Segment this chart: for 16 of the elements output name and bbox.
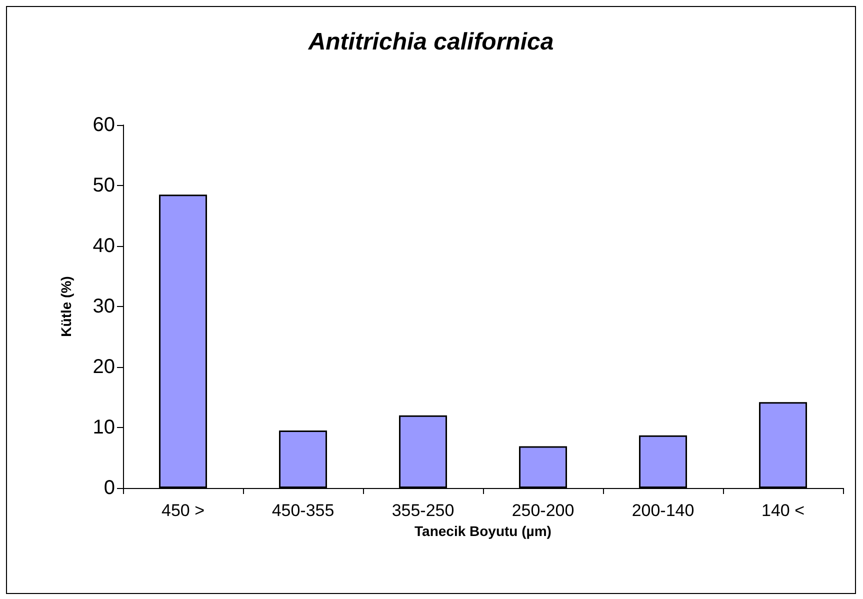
x-tick-label: 450 > xyxy=(161,501,205,520)
y-tick-label: 10 xyxy=(92,416,115,438)
y-tick-label: 50 xyxy=(92,174,115,196)
x-tick-label: 250-200 xyxy=(512,501,574,520)
chart-title: Antitrichia californica xyxy=(307,28,554,56)
x-tick-label: 355-250 xyxy=(392,501,454,520)
x-axis-title: Tanecik Boyutu (µm) xyxy=(414,523,552,539)
x-tick-label: 200-140 xyxy=(632,501,694,520)
y-tick-label: 0 xyxy=(104,477,115,499)
y-axis-title: Kütle (%) xyxy=(58,276,74,337)
y-tick-label: 60 xyxy=(92,114,115,136)
y-tick-label: 20 xyxy=(92,356,115,378)
y-tick-label: 30 xyxy=(92,296,115,318)
y-tick-label: 40 xyxy=(92,235,115,257)
x-tick-label: 140 < xyxy=(761,501,805,520)
x-tick-label: 450-355 xyxy=(272,501,334,520)
